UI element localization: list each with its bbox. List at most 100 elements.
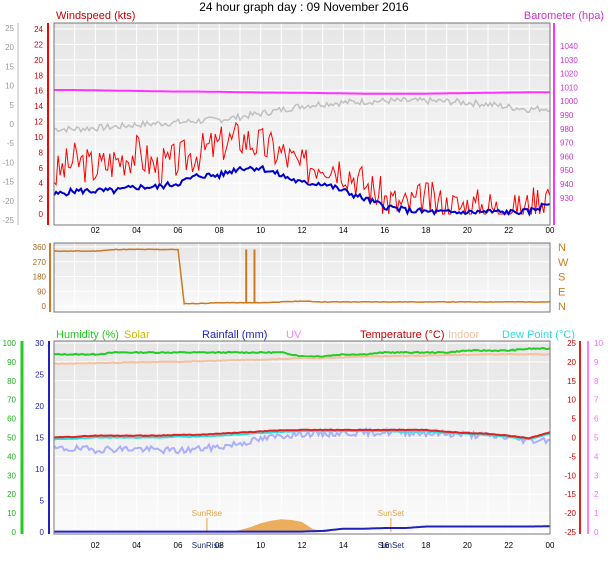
baro-tick-label: 940 — [560, 180, 574, 189]
indoor-line — [53, 352, 551, 366]
outer-left-tick-label: -20 — [2, 197, 14, 206]
x-tick-label: 16 — [380, 226, 389, 235]
wind-tick-label: 0 — [39, 210, 44, 219]
outer-left-tick-label: 25 — [5, 24, 14, 33]
direction-tick-label: 270 — [33, 258, 47, 267]
x-tick-label: 22 — [504, 226, 513, 235]
outer-left-tick-label: -10 — [2, 158, 14, 167]
baro-axis-label: Barometer (hpa) — [524, 10, 604, 22]
wind-tick-label: 2 — [39, 195, 44, 204]
wind-direction-line — [53, 248, 551, 305]
baro-tick-label: 1000 — [560, 97, 578, 106]
x-tick-label: 14 — [339, 226, 348, 235]
wind-tick-label: 4 — [39, 179, 44, 188]
x-tick-label: 14 — [339, 541, 348, 550]
humidity-tick-label: 20 — [7, 490, 16, 499]
legend-entry: UV — [286, 329, 302, 341]
wind-tick-label: 18 — [34, 71, 43, 80]
humidity-tick-label: 80 — [7, 377, 16, 386]
baro-tick-label: 990 — [560, 111, 574, 120]
baro-tick-label: 1040 — [560, 42, 578, 51]
x-tick-label: 12 — [298, 541, 307, 550]
x-tick-label: 10 — [256, 541, 265, 550]
x-tick-label: 20 — [463, 226, 472, 235]
wind-tick-label: 20 — [34, 56, 43, 65]
uv-tick-label: 2 — [594, 490, 599, 499]
legend-entry: Rainfall (mm) — [202, 329, 267, 341]
rainfall-line — [54, 525, 550, 533]
baro-tick-label: 980 — [560, 125, 574, 134]
wind-tick-label: 22 — [34, 40, 43, 49]
barometer-line — [54, 89, 550, 95]
humidity-tick-label: 40 — [7, 452, 16, 461]
uv-tick-label: 0 — [594, 528, 599, 537]
uv-tick-label: 7 — [594, 396, 599, 405]
x-tick-label: 06 — [174, 226, 183, 235]
direction-tick-label: 180 — [33, 273, 47, 282]
compass-tick-label: N — [558, 301, 566, 313]
uv-tick-label: 4 — [594, 452, 599, 461]
x-tick-label: 18 — [422, 541, 431, 550]
legend-entry: Dew Point (°C) — [502, 329, 575, 341]
rain-tick-label: 10 — [35, 465, 44, 474]
outer-left-tick-label: 5 — [10, 101, 15, 110]
compass-tick-label: N — [558, 242, 566, 254]
baro-tick-label: 1010 — [560, 83, 578, 92]
direction-tick-label: 360 — [33, 243, 47, 252]
x-tick-label: 10 — [256, 226, 265, 235]
rain-tick-label: 25 — [35, 371, 44, 380]
x-tick-label: 04 — [132, 226, 141, 235]
x-tick-label: 18 — [422, 226, 431, 235]
outer-left-tick-label: -15 — [2, 178, 14, 187]
x-tick-label: 02 — [91, 541, 100, 550]
uv-tick-label: 10 — [594, 339, 603, 348]
panel-border — [53, 22, 551, 226]
uv-tick-label: 6 — [594, 415, 599, 424]
solar-area — [229, 519, 333, 532]
humidity-tick-label: 50 — [7, 434, 16, 443]
temp-tick-label: -25 — [564, 528, 576, 537]
x-tick-label: 20 — [463, 541, 472, 550]
barometer-mirror-line — [53, 96, 551, 134]
x-tick-label: 04 — [132, 541, 141, 550]
outer-left-tick-label: 20 — [5, 43, 14, 52]
temp-tick-label: 15 — [567, 377, 576, 386]
direction-tick-label: 90 — [37, 287, 46, 296]
wind-axis-label: Windspeed (kts) — [56, 10, 135, 22]
humidity-tick-label: 0 — [12, 528, 17, 537]
page-title: 24 hour graph day : 09 November 2016 — [199, 0, 409, 14]
baro-tick-label: 930 — [560, 194, 574, 203]
rain-tick-label: 30 — [35, 339, 44, 348]
baro-tick-label: 1020 — [560, 70, 578, 79]
temp-tick-label: 10 — [567, 396, 576, 405]
temp-tick-label: -20 — [564, 509, 576, 518]
baro-tick-label: 1030 — [560, 56, 578, 65]
wind-tick-label: 12 — [34, 118, 43, 127]
wind-gust-line — [53, 121, 551, 215]
humidity-line — [53, 347, 551, 358]
outer-left-tick-label: 15 — [5, 62, 14, 71]
baro-tick-label: 960 — [560, 152, 574, 161]
sunrise-axis-marker: SunRise — [192, 541, 223, 550]
outer-left-tick-label: -5 — [7, 139, 15, 148]
x-tick-label: 12 — [298, 226, 307, 235]
sunset-label: SunSet — [378, 509, 405, 518]
temp-tick-label: -15 — [564, 490, 576, 499]
direction-tick-label: 0 — [42, 302, 47, 311]
outer-left-tick-label: 10 — [5, 82, 14, 91]
uv-tick-label: 3 — [594, 471, 599, 480]
x-tick-label: 00 — [546, 226, 555, 235]
wind-average-line — [53, 164, 551, 217]
compass-tick-label: E — [558, 286, 565, 298]
temp-tick-label: 5 — [572, 415, 577, 424]
wind-tick-label: 8 — [39, 148, 44, 157]
rain-tick-label: 5 — [40, 497, 45, 506]
humidity-tick-label: 10 — [7, 509, 16, 518]
legend-entry: Indoor — [448, 329, 480, 341]
x-tick-label: 08 — [215, 226, 224, 235]
baro-tick-label: 970 — [560, 139, 574, 148]
humidity-tick-label: 30 — [7, 471, 16, 480]
humidity-tick-label: 100 — [3, 339, 17, 348]
rain-tick-label: 20 — [35, 402, 44, 411]
